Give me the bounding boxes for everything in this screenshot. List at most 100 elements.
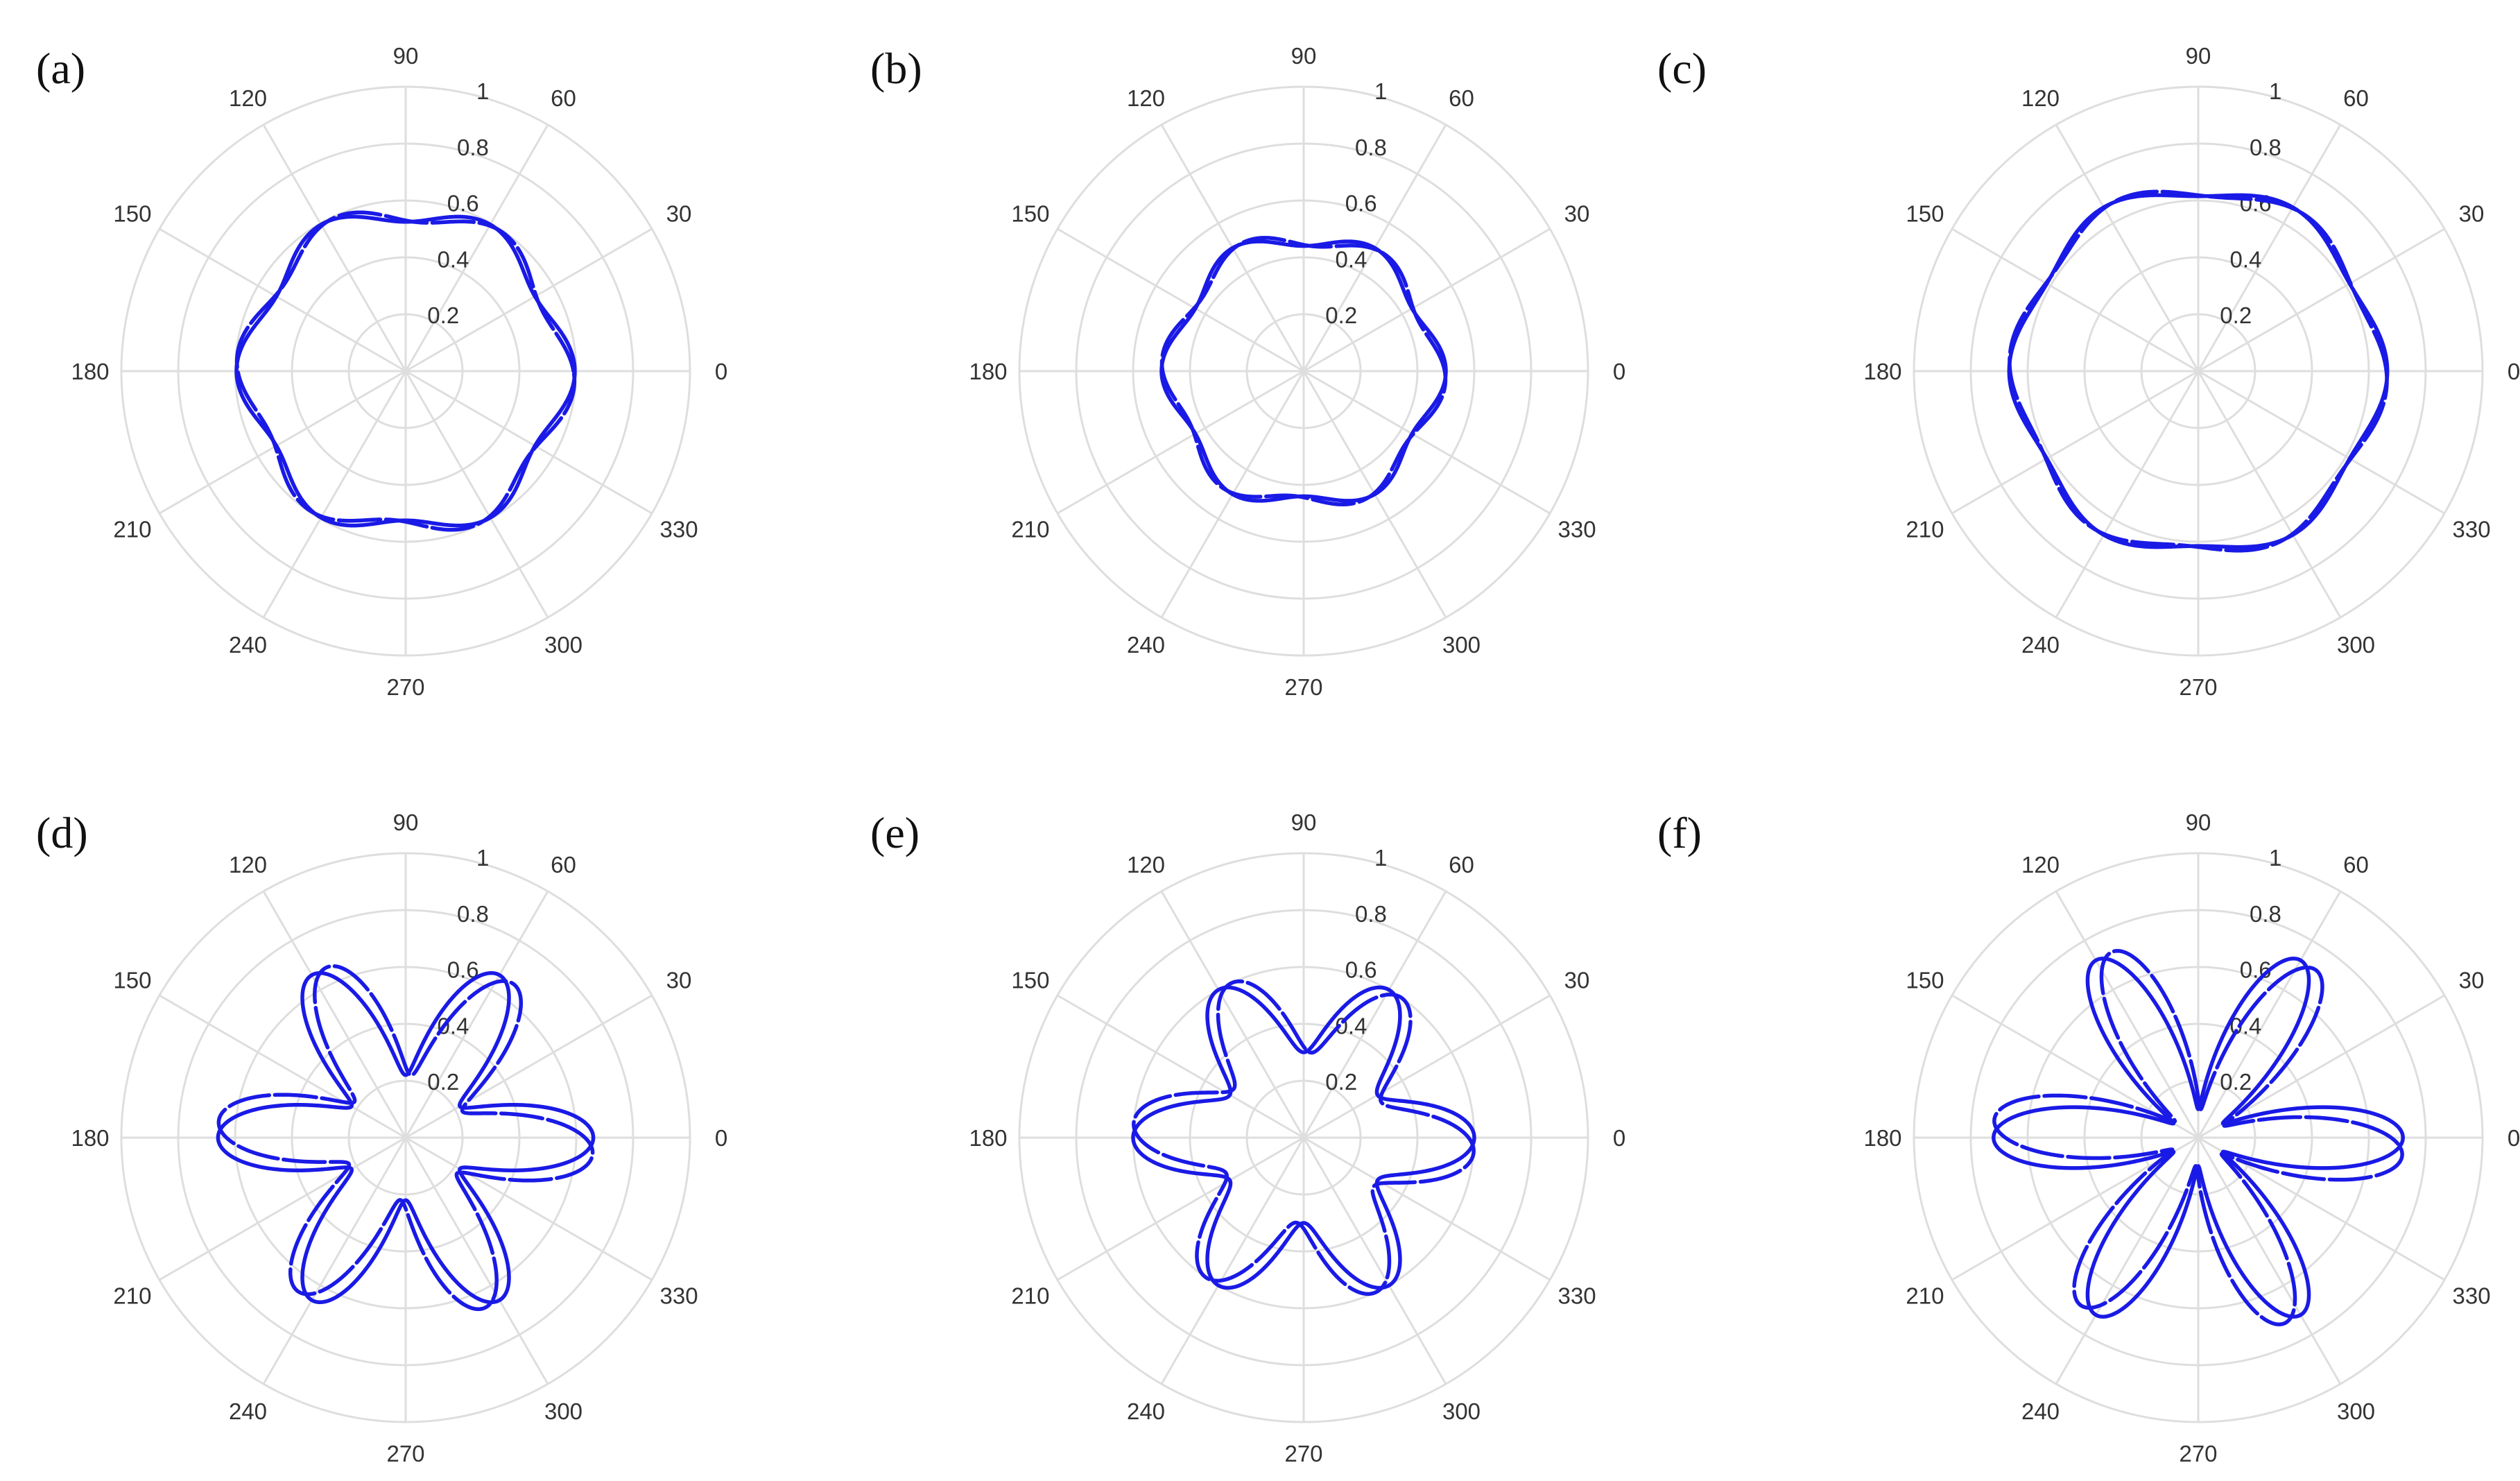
- radial-tick-label: 1: [476, 845, 489, 871]
- grid-spoke: [404, 370, 549, 618]
- grid-spoke: [2197, 370, 2342, 618]
- grid-spoke: [1303, 994, 1551, 1139]
- angle-tick-label: 90: [2186, 43, 2211, 69]
- angle-tick-label: 210: [113, 517, 151, 542]
- panel-label: (d): [36, 808, 88, 857]
- panel-label: (a): [36, 44, 85, 93]
- angle-tick-label: 210: [1906, 1283, 1944, 1309]
- angle-tick-label: 120: [2021, 85, 2060, 111]
- angle-tick-label: 60: [551, 852, 576, 878]
- angle-tick-label: 180: [71, 1125, 109, 1151]
- polar-chart-b: 0 30 60 90 120 150 180 210 240 270 300 330 0.2 0.4 0.6…: [870, 43, 1625, 700]
- angle-tick-label: 0: [715, 1125, 727, 1151]
- angle-tick-label: 270: [2179, 674, 2217, 700]
- angle-tick-label: 120: [229, 85, 267, 111]
- angle-tick-label: 210: [1011, 517, 1049, 542]
- grid-spoke: [159, 370, 406, 515]
- data-series-2: [1132, 979, 1476, 1296]
- grid-spoke: [1160, 1137, 1305, 1385]
- grid-spoke: [2198, 370, 2445, 515]
- angle-tick-label: 90: [1291, 810, 1317, 835]
- grid-spoke: [262, 891, 407, 1138]
- angle-tick-label: 120: [229, 852, 267, 878]
- radial-tick-label: 0.2: [1325, 302, 1357, 328]
- angle-tick-label: 150: [1906, 201, 1944, 227]
- radial-tick-label: 0.2: [2220, 1069, 2252, 1095]
- angle-tick-label: 180: [71, 359, 109, 384]
- angle-tick-label: 270: [1284, 674, 1322, 700]
- radial-tick-label: 1: [476, 78, 489, 104]
- grid-spoke: [405, 228, 653, 373]
- polar-chart-a: 0 30 60 90 120 150 180 210 240 270 300 330 0.2 0.4 0.6…: [36, 43, 727, 700]
- angle-tick-label: 210: [113, 1283, 151, 1309]
- angle-tick-label: 150: [1011, 968, 1049, 993]
- polar-chart-e: 03060901201501802102402703003300.20.40.6…: [870, 808, 1625, 1466]
- grid-spoke: [1057, 370, 1304, 515]
- panel-label: (e): [870, 808, 920, 857]
- radial-tick-label: 0.8: [2250, 901, 2281, 927]
- angle-tick-label: 240: [229, 632, 267, 658]
- data-series-1: [1131, 985, 1476, 1290]
- grid-spoke: [404, 891, 549, 1138]
- angle-tick-label: 60: [1449, 85, 1474, 111]
- grid-spoke: [1057, 228, 1304, 373]
- grid-spoke: [2055, 891, 2200, 1138]
- grid-spoke: [2198, 228, 2445, 373]
- angle-tick-label: 60: [2343, 852, 2369, 878]
- angle-tick-label: 300: [544, 1398, 582, 1424]
- angle-tick-label: 210: [1011, 1283, 1049, 1309]
- grid-spoke: [1057, 1136, 1304, 1281]
- grid-spoke: [2197, 891, 2342, 1138]
- polar-chart-f: 03060901201501802102402703003300.20.40.6…: [1657, 808, 2520, 1466]
- grid-spoke: [1303, 370, 1551, 515]
- grid-spoke: [1303, 228, 1551, 373]
- angle-tick-label: 270: [386, 1441, 424, 1466]
- data-series-2: [234, 210, 577, 532]
- angle-tick-label: 90: [393, 43, 419, 69]
- angle-tick-label: 60: [2343, 85, 2369, 111]
- angle-tick-label: 30: [2459, 968, 2485, 993]
- angle-tick-label: 300: [1442, 632, 1481, 658]
- radial-tick-label: 0.2: [427, 1069, 459, 1095]
- angle-tick-label: 240: [2021, 1398, 2060, 1424]
- grid-spoke: [262, 370, 407, 618]
- radial-tick-label: 0.6: [447, 191, 479, 216]
- radial-tick-label: 0.8: [2250, 135, 2281, 160]
- angle-tick-label: 0: [715, 359, 727, 384]
- grid-spoke: [2055, 1137, 2200, 1385]
- angle-tick-label: 270: [2179, 1441, 2217, 1466]
- grid-spoke: [159, 228, 406, 373]
- polar-chart-d: 03060901201501802102402703003300.20.40.6…: [36, 808, 727, 1466]
- radial-tick-label: 0.6: [1345, 957, 1377, 983]
- grid-spoke: [1951, 228, 2199, 373]
- angle-tick-label: 30: [1564, 201, 1590, 227]
- angle-tick-label: 90: [2186, 810, 2211, 835]
- grid-spoke: [2197, 124, 2342, 372]
- grid-spoke: [2197, 1137, 2342, 1385]
- angle-tick-label: 270: [386, 674, 424, 700]
- angle-tick-label: 300: [544, 632, 582, 658]
- angle-tick-label: 270: [1284, 1441, 1322, 1466]
- grid-spoke: [1302, 1137, 1447, 1385]
- radial-tick-label: 0.6: [2240, 957, 2272, 983]
- grid-spoke: [1303, 1136, 1551, 1281]
- panel-label: (f): [1657, 808, 1702, 857]
- radial-tick-label: 1: [2269, 78, 2281, 104]
- angle-tick-label: 60: [1449, 852, 1474, 878]
- grid-spoke: [2055, 370, 2200, 618]
- grid-spoke: [159, 994, 406, 1139]
- angle-tick-label: 240: [1127, 632, 1165, 658]
- radial-tick-label: 0.8: [457, 135, 489, 160]
- radial-tick-label: 0.2: [2220, 302, 2252, 328]
- angle-tick-label: 330: [660, 1283, 698, 1309]
- angle-tick-label: 150: [1906, 968, 1944, 993]
- grid-spoke: [262, 1137, 407, 1385]
- radial-tick-label: 0.2: [427, 302, 459, 328]
- angle-tick-label: 120: [2021, 852, 2060, 878]
- angle-tick-label: 150: [1011, 201, 1049, 227]
- angle-tick-label: 30: [2459, 201, 2485, 227]
- grid-spoke: [404, 124, 549, 372]
- grid-spoke: [405, 1136, 653, 1281]
- panel-label: (c): [1657, 44, 1707, 93]
